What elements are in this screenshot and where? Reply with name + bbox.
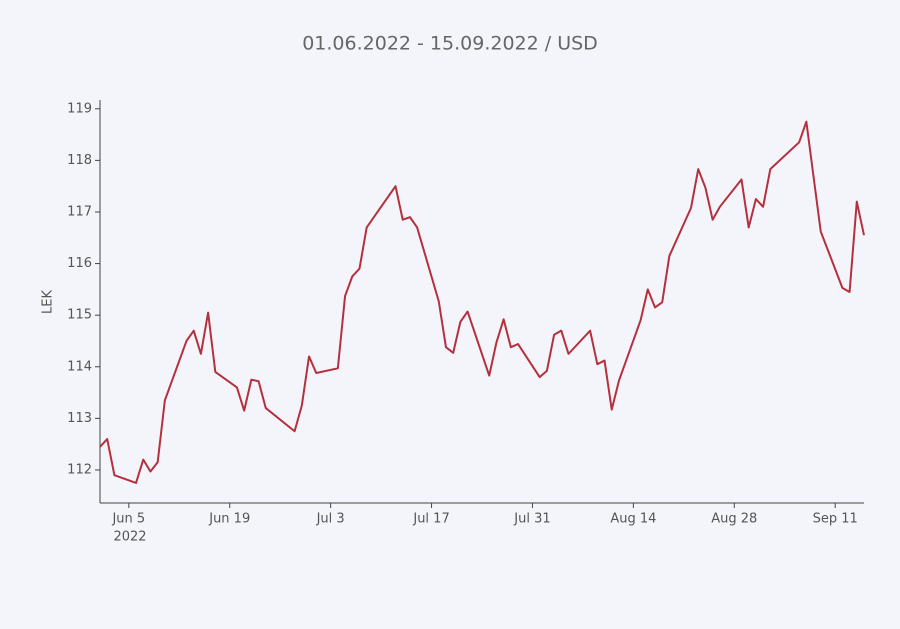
y-tick-label: 119 <box>67 101 92 116</box>
x-tick-label: Jul 3 <box>316 512 345 527</box>
x-tick-label: Sep 11 <box>813 512 858 527</box>
y-tick-label: 118 <box>67 153 92 168</box>
y-axis-label: LEK <box>41 290 56 314</box>
x-tick-label: Jul 17 <box>412 512 449 527</box>
x-tick-label: Jun 19 <box>208 512 250 527</box>
x-tick-label: Jul 31 <box>513 512 550 527</box>
x-tick-label: Aug 28 <box>711 512 757 527</box>
x-tick-label: Aug 14 <box>610 512 656 527</box>
y-tick-label: 114 <box>67 359 92 374</box>
x-tick-label: Jun 5 <box>111 512 145 527</box>
x-year-label: 2022 <box>113 530 146 545</box>
line-series <box>99 120 865 484</box>
y-tick-label: 113 <box>67 411 92 426</box>
y-tick-label: 112 <box>67 462 92 477</box>
chart-title: 01.06.2022 - 15.09.2022 / USD <box>302 33 598 55</box>
y-tick-label: 117 <box>67 204 92 219</box>
y-tick-label: 115 <box>67 308 92 323</box>
y-tick-label: 116 <box>67 256 92 271</box>
